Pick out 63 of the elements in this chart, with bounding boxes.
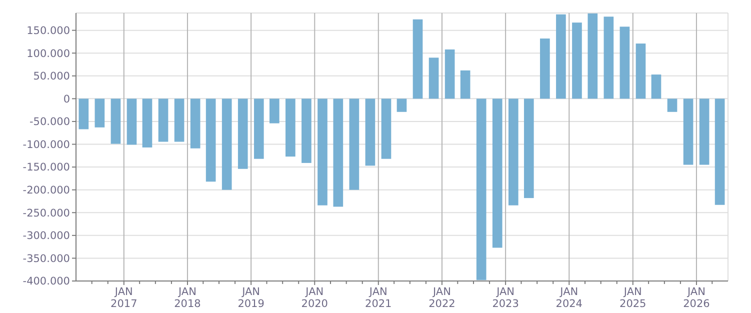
- bar: [699, 98, 710, 165]
- bar: [254, 98, 264, 159]
- y-tick-label: -150.000: [22, 162, 70, 174]
- x-tick-label: JAN 2025: [620, 286, 646, 310]
- bar: [412, 19, 423, 99]
- bar: [381, 98, 392, 159]
- y-tick-label: -100.000: [22, 138, 70, 151]
- x-tick-label: JAN 2024: [556, 286, 583, 310]
- y-tick-label: 100.000: [26, 48, 70, 60]
- x-tick-label: JAN 2017: [110, 286, 138, 310]
- y-tick-label: -200.000: [22, 184, 70, 197]
- y-tick-label: 0: [63, 93, 70, 106]
- bar: [620, 26, 630, 99]
- y-tick-label: -350.000: [22, 252, 70, 265]
- y-tick-label: 150.000: [26, 24, 70, 37]
- bar: [286, 98, 296, 157]
- y-tick-label: -250.000: [22, 207, 70, 220]
- x-tick-label: JAN 2019: [238, 286, 264, 310]
- y-tick-label: -50.000: [29, 116, 70, 128]
- x-tick-label: JAN 2018: [174, 286, 201, 310]
- bar: [556, 14, 566, 99]
- bar: [206, 98, 216, 182]
- bar: [572, 22, 582, 99]
- bar: [174, 98, 184, 142]
- bar: [588, 13, 598, 99]
- bar: [158, 98, 168, 142]
- bar: [318, 98, 328, 206]
- bar: [238, 98, 248, 169]
- y-tick-label: -300.000: [22, 230, 70, 242]
- bar: [683, 98, 694, 165]
- bar: [714, 98, 725, 205]
- bar: [651, 74, 662, 99]
- bar: [333, 98, 344, 207]
- bar: [444, 49, 455, 99]
- bar: [110, 98, 121, 144]
- bar: [524, 98, 534, 198]
- x-tick-label: JAN 2021: [365, 286, 392, 310]
- x-tick-label: JAN 2022: [428, 286, 456, 310]
- bar: [396, 98, 407, 112]
- bar: [492, 98, 502, 248]
- bar: [476, 98, 486, 280]
- bar: [78, 98, 89, 130]
- bar: [126, 98, 137, 145]
- y-tick-label: -400.000: [22, 276, 70, 288]
- bar: [460, 70, 470, 99]
- bar: [302, 98, 312, 163]
- bar: [222, 98, 232, 190]
- bar: [604, 16, 614, 99]
- bar: [365, 98, 376, 166]
- bar: [190, 98, 200, 148]
- bar: [667, 98, 678, 112]
- x-tick-label: JAN 2020: [301, 286, 328, 310]
- bar: [508, 98, 518, 206]
- x-tick-label: JAN 2023: [492, 286, 519, 310]
- bar: [540, 38, 550, 99]
- bar: [428, 58, 439, 99]
- bar: [142, 98, 152, 148]
- x-tick-label: JAN 2026: [683, 286, 710, 310]
- bar: [94, 98, 105, 128]
- y-tick-label: 50.000: [33, 70, 70, 83]
- bar: [349, 98, 360, 190]
- bar: [636, 44, 646, 99]
- bar: [269, 98, 280, 124]
